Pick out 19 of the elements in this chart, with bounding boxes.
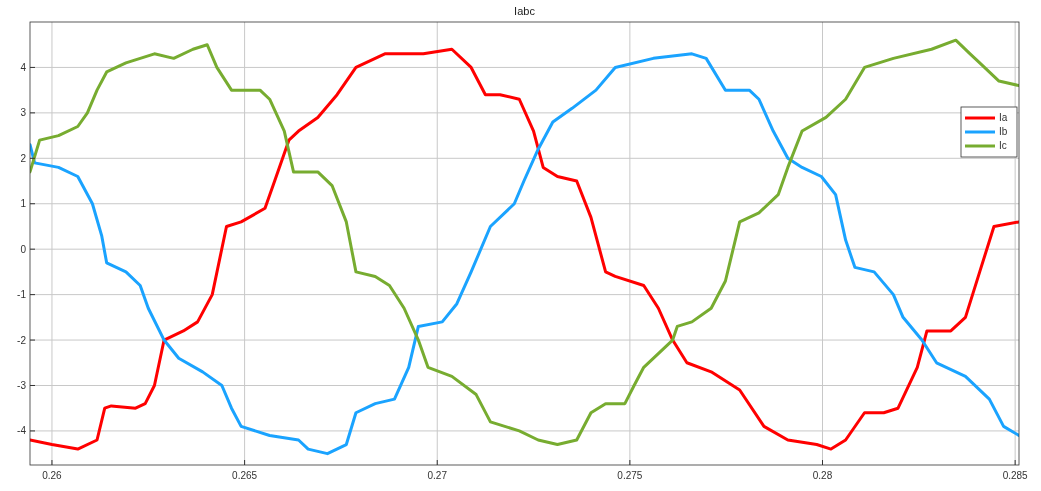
chart-title: Iabc bbox=[514, 5, 536, 17]
x-tick-label: 0.27 bbox=[427, 470, 448, 481]
y-tick-label: 0 bbox=[20, 243, 27, 255]
x-tick-label: 0.265 bbox=[232, 470, 258, 481]
x-tick-label: 0.28 bbox=[812, 470, 833, 481]
y-tick-label: -3 bbox=[17, 379, 27, 391]
x-tick-label: 0.275 bbox=[617, 470, 643, 481]
x-tick-label: 0.285 bbox=[1002, 470, 1029, 481]
y-tick-label: 2 bbox=[20, 152, 27, 164]
y-tick-label: -2 bbox=[17, 334, 27, 346]
y-tick-label: -4 bbox=[17, 425, 27, 437]
legend-label: Ic bbox=[999, 140, 1007, 151]
legend-label: Ib bbox=[999, 126, 1008, 137]
y-tick-label: 1 bbox=[20, 198, 27, 210]
y-tick-label: 4 bbox=[20, 61, 27, 73]
x-tick-label: 0.26 bbox=[42, 470, 63, 481]
y-tick-label: -1 bbox=[17, 289, 27, 301]
legend-label: Ia bbox=[999, 112, 1008, 123]
y-tick-label: 3 bbox=[20, 107, 27, 119]
